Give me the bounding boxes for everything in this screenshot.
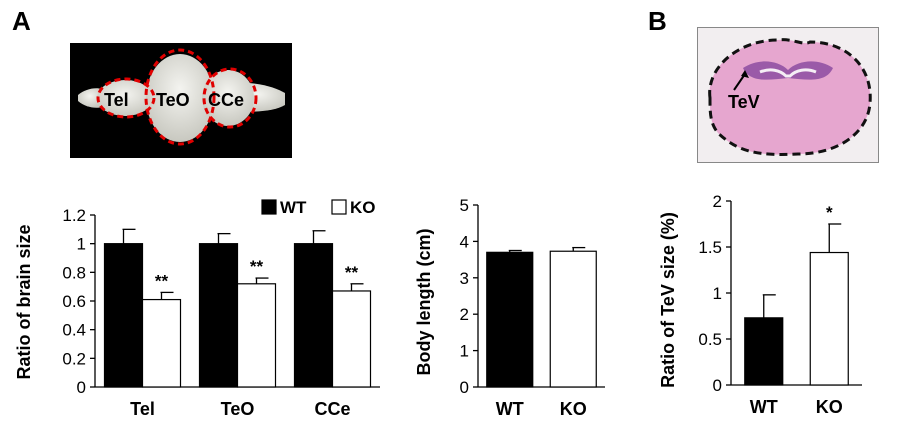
brain-photo: Tel TeO CCe xyxy=(70,43,292,158)
section-outline xyxy=(708,38,872,156)
y-tick-label: 3 xyxy=(460,269,469,288)
bar xyxy=(331,290,372,388)
bar xyxy=(293,243,334,388)
bar xyxy=(103,243,144,388)
legend-swatch xyxy=(261,199,277,215)
x-tick-label: TeO xyxy=(221,399,255,419)
y-tick-label: 5 xyxy=(460,196,469,215)
y-tick-label: 1 xyxy=(77,235,86,254)
brain-illustration xyxy=(78,48,285,146)
bar xyxy=(141,298,182,388)
cce-label: CCe xyxy=(208,90,245,110)
y-tick-label: 2 xyxy=(460,305,469,324)
legend-label: KO xyxy=(350,198,376,217)
y-tick-label: 0 xyxy=(713,376,722,395)
bar xyxy=(236,283,277,388)
bar xyxy=(486,251,534,388)
panel-letter-a: A xyxy=(12,6,31,36)
y-tick-label: 4 xyxy=(460,232,469,251)
x-tick-label: WT xyxy=(496,399,524,419)
x-tick-label: CCe xyxy=(314,399,350,419)
brain-size-y-label: Ratio of brain size xyxy=(14,224,34,379)
histology-image: TeV xyxy=(697,27,879,163)
significance-marker: ** xyxy=(155,271,169,290)
significance-marker: ** xyxy=(345,263,359,282)
arrow-icon xyxy=(733,73,746,91)
y-tick-label: 0 xyxy=(460,378,469,397)
tel-label: Tel xyxy=(104,90,129,110)
significance-marker: * xyxy=(826,203,833,222)
teo-outline xyxy=(144,48,216,146)
y-tick-label: 0 xyxy=(77,378,86,397)
bar xyxy=(744,317,784,386)
panel-letter-b: B xyxy=(648,6,667,36)
legend-label: WT xyxy=(280,198,307,217)
x-tick-label: KO xyxy=(560,399,587,419)
y-tick-label: 0.5 xyxy=(698,330,722,349)
histology-section xyxy=(698,28,878,162)
y-tick-label: 0.6 xyxy=(62,292,86,311)
y-tick-label: 1 xyxy=(460,342,469,361)
significance-marker: ** xyxy=(250,257,264,276)
chart-body-length: Body length (cm) 0 1 2 3 4 5 WT KO xyxy=(414,196,605,419)
x-tick-label: Tel xyxy=(130,399,155,419)
bar xyxy=(809,251,849,386)
x-tick-label: KO xyxy=(816,397,843,417)
chart-brain-size: Ratio of brain size 0 0.2 0.4 0.6 0.8 1 1.2 ** T… xyxy=(14,198,380,419)
y-tick-label: 1.5 xyxy=(698,238,722,257)
y-tick-label: 0.4 xyxy=(62,321,86,340)
chart-tev-size: Ratio of TeV size (%) 0 0.5 1 1.5 2 WT * KO xyxy=(658,192,862,417)
cce-outline xyxy=(202,67,258,129)
y-tick-label: 1 xyxy=(713,284,722,303)
teo-label: TeO xyxy=(156,90,190,110)
y-tick-label: 2 xyxy=(713,192,722,211)
bar xyxy=(198,243,239,388)
body-length-y-label: Body length (cm) xyxy=(414,228,434,375)
y-tick-label: 1.2 xyxy=(62,206,86,225)
tev-size-y-label: Ratio of TeV size (%) xyxy=(658,212,678,388)
legend-swatch xyxy=(331,199,347,215)
y-tick-label: 0.2 xyxy=(62,349,86,368)
x-tick-label: WT xyxy=(750,397,778,417)
bar xyxy=(549,250,597,388)
tev-label: TeV xyxy=(728,92,760,112)
y-tick-label: 0.8 xyxy=(62,263,86,282)
tel-outline xyxy=(96,77,156,119)
